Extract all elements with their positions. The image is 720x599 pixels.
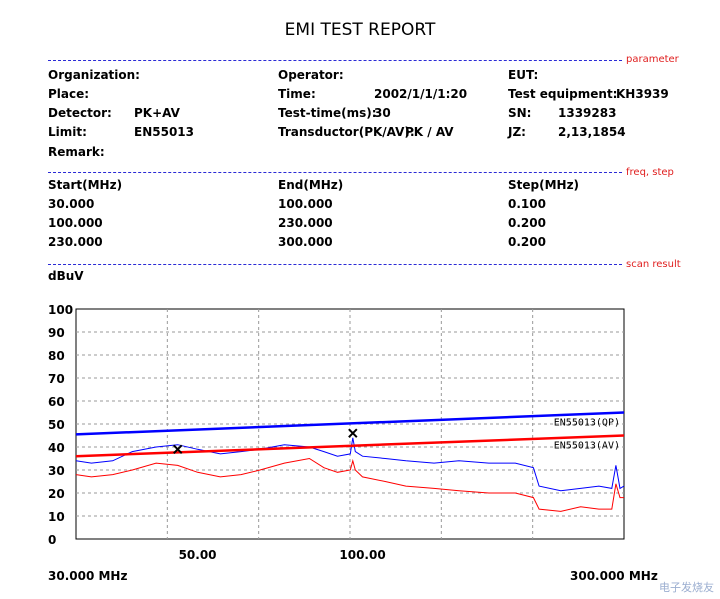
freq-section-label: freq, step <box>626 167 674 178</box>
freq-separator <box>48 172 622 173</box>
time-label: Time: <box>278 87 316 101</box>
freq-row-3-step: 0.200 <box>508 235 546 249</box>
sn-value: 1339283 <box>558 106 617 120</box>
parameter-section-label: parameter <box>626 54 679 65</box>
test-time-label: Test-time(ms): <box>278 106 377 120</box>
remark-label: Remark: <box>48 145 105 159</box>
freq-row-1-step: 0.100 <box>508 197 546 211</box>
limit-label-av: EN55013(AV) <box>554 441 620 452</box>
transductor-label: Transductor(PK/AV): <box>278 125 415 139</box>
freq-row-2-step: 0.200 <box>508 216 546 230</box>
series-line-1 <box>75 437 625 492</box>
time-value: 2002/1/1/1:20 <box>374 87 468 101</box>
y-tick-label: 10 <box>48 510 65 524</box>
x-tick-label: 100.00 <box>339 548 385 562</box>
y-tick-label: 30 <box>48 464 65 478</box>
freq-row-1-start: 30.000 <box>48 197 95 211</box>
y-tick-label: 40 <box>48 441 65 455</box>
y-tick-label: 0 <box>48 533 56 547</box>
footer-start-freq: 30.000 MHz <box>48 569 128 583</box>
test-equipment-value: KH3939 <box>616 87 669 101</box>
x-tick-label: 50.00 <box>179 548 217 562</box>
sn-label: SN: <box>508 106 532 120</box>
freq-row-2-start: 100.000 <box>48 216 103 230</box>
y-tick-label: 90 <box>48 326 65 340</box>
limit-line-qp <box>75 411 625 436</box>
scan-section-label: scan result <box>626 259 681 270</box>
freq-row-1-end: 100.000 <box>278 197 333 211</box>
detector-value: PK+AV <box>134 106 180 120</box>
start-header: Start(MHz) <box>48 178 123 192</box>
end-header: End(MHz) <box>278 178 344 192</box>
place-label: Place: <box>48 87 90 101</box>
y-tick-label: 50 <box>48 418 65 432</box>
operator-label: Operator: <box>278 68 344 82</box>
transductor-value: PK / AV <box>405 125 454 139</box>
y-tick-label: 70 <box>48 372 65 386</box>
jz-value: 2,13,1854 <box>558 125 626 139</box>
limit-label: Limit: <box>48 125 87 139</box>
test-time-value: 30 <box>374 106 391 120</box>
footer-end-freq: 300.000 MHz <box>570 569 658 583</box>
freq-row-2-end: 230.000 <box>278 216 333 230</box>
limit-line-av <box>75 434 625 458</box>
jz-label: JZ: <box>508 125 526 139</box>
organization-label: Organization: <box>48 68 140 82</box>
peak-marker <box>173 444 183 455</box>
parameter-separator <box>48 60 622 61</box>
limit-value: EN55013 <box>134 125 194 139</box>
watermark-logo: 电子发烧友 <box>659 581 714 594</box>
y-tick-label: 60 <box>48 395 65 409</box>
test-equipment-label: Test equipment: <box>508 87 618 101</box>
scan-separator <box>48 264 622 265</box>
y-axis-unit: dBuV <box>48 269 84 283</box>
step-header: Step(MHz) <box>508 178 580 192</box>
y-tick-label: 80 <box>48 349 65 363</box>
peak-marker <box>348 428 358 438</box>
freq-row-3-end: 300.000 <box>278 235 333 249</box>
y-tick-label: 100 <box>48 303 73 317</box>
eut-label: EUT: <box>508 68 539 82</box>
report-title: EMI TEST REPORT <box>284 20 436 40</box>
limit-label-qp: EN55013(QP) <box>554 418 620 429</box>
freq-row-3-start: 230.000 <box>48 235 103 249</box>
series-line-2 <box>75 457 624 512</box>
y-tick-label: 20 <box>48 487 65 501</box>
detector-label: Detector: <box>48 106 112 120</box>
